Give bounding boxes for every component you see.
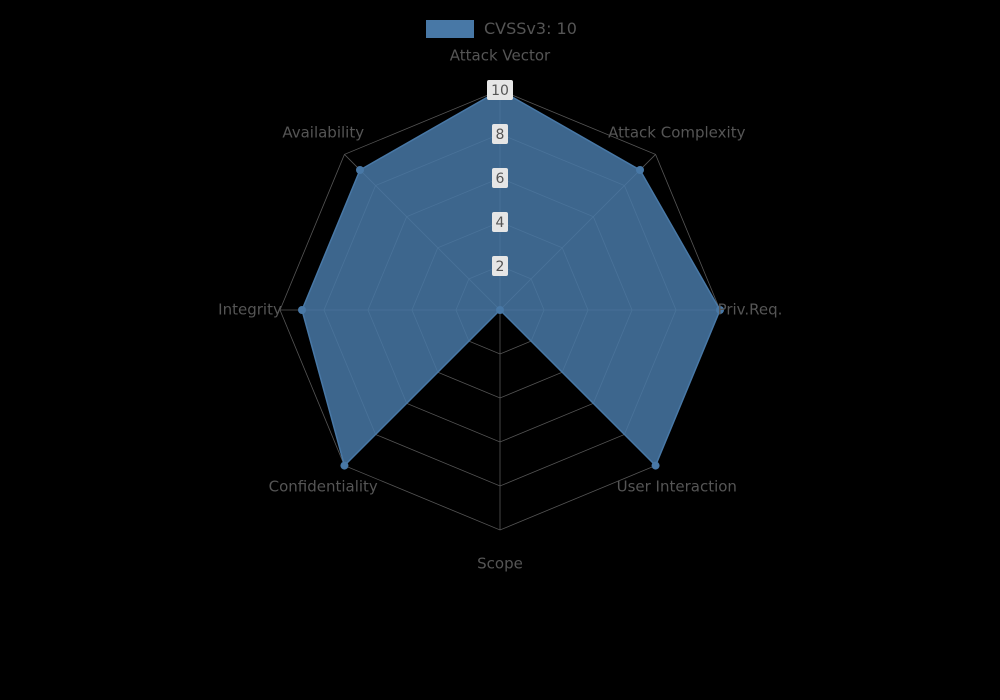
tick-label: 2 bbox=[496, 259, 505, 275]
radar-chart-container: 2 4 6 8 10 Attack Vector Attack Complexity Priv… bbox=[0, 0, 1000, 700]
axis-label: Integrity bbox=[218, 301, 282, 319]
radar-marker bbox=[340, 462, 348, 470]
radar-marker bbox=[356, 166, 364, 174]
radar-marker bbox=[298, 306, 306, 314]
axis-label: Attack Complexity bbox=[608, 124, 745, 142]
axis-label: Scope bbox=[477, 555, 523, 573]
radar-marker bbox=[496, 306, 504, 314]
axis-label: Attack Vector bbox=[450, 47, 551, 65]
radar-marker bbox=[636, 166, 644, 174]
tick-label: 8 bbox=[496, 127, 505, 143]
axis-label: Availability bbox=[282, 124, 364, 142]
tick-label: 4 bbox=[496, 215, 505, 231]
axis-label: Confidentiality bbox=[269, 477, 378, 495]
tick-label: 10 bbox=[491, 83, 509, 99]
axis-label: Priv.Req. bbox=[718, 301, 783, 319]
legend-swatch bbox=[426, 20, 474, 38]
radar-chart: 2 4 6 8 10 Attack Vector Attack Complexity Priv… bbox=[0, 0, 1000, 700]
tick-label: 6 bbox=[496, 171, 505, 187]
radar-marker bbox=[652, 462, 660, 470]
axis-label: User Interaction bbox=[617, 477, 737, 495]
legend-label: CVSSv3: 10 bbox=[484, 19, 577, 38]
